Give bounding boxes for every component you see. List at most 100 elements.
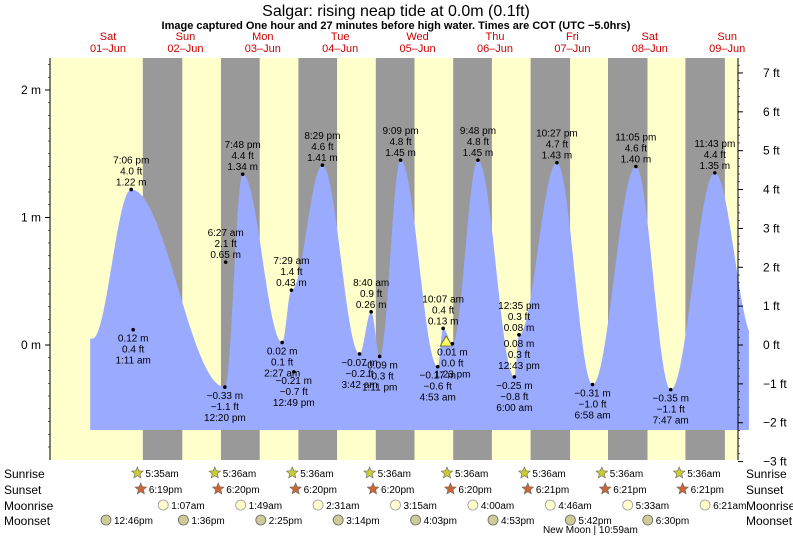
tide-label: 4.6 ft [625, 144, 647, 155]
sunrise-time: 5:36am [610, 469, 643, 480]
sunrise-icon [208, 466, 222, 479]
tide-label: −0.25 m [496, 381, 532, 392]
moonset-icon [565, 514, 576, 526]
moonrise-time: 6:21am [713, 501, 746, 512]
moonset-time: 12:46pm [114, 516, 153, 527]
moonrise-icon [235, 499, 247, 511]
tide-label: 10:07 am [422, 294, 464, 305]
sunset-time: 6:20pm [304, 485, 337, 496]
tide-label: 0.01 m [437, 348, 468, 359]
right-tick-label: 5 ft [763, 144, 780, 158]
tide-label: 2.1 ft [215, 239, 237, 250]
tide-label: 12:35 pm [498, 301, 540, 312]
day-name: Tue [331, 31, 350, 43]
tide-label: 6:58 am [574, 411, 610, 422]
legend-row-label-right: Sunset [746, 483, 784, 497]
tide-label: 1.34 m [227, 162, 258, 173]
moonrise-time: 4:46am [558, 501, 591, 512]
tide-point [590, 382, 595, 387]
moonset-icon [255, 514, 267, 526]
sunrise-icon [517, 466, 531, 479]
right-tick-label: 0 ft [763, 338, 780, 352]
tide-point [320, 163, 325, 168]
tide-label: −0.09 m [361, 360, 397, 371]
tide-annotations: 0.12 m0.4 ft1:11 am7:06 pm4.0 ft1.22 m−0… [113, 126, 735, 427]
sunrise-icon [672, 466, 686, 479]
tide-point [223, 385, 227, 389]
day-name: Sat [100, 31, 117, 43]
tide-label: 1:23 pm [434, 370, 470, 381]
sunset-time: 6:20pm [381, 485, 414, 496]
tide-point [240, 172, 245, 176]
tide-label: −0.35 m [652, 394, 688, 405]
tide-label: −0.33 m [207, 391, 243, 402]
right-tick-label: −1 ft [763, 377, 787, 391]
moonset-time: 4:03pm [424, 516, 457, 527]
tide-label: −0.6 ft [424, 382, 452, 393]
legend-row-label-right: Moonset [746, 514, 793, 528]
day-name: Sun [176, 31, 196, 43]
tide-label: 4.4 ft [704, 150, 726, 161]
tide-label: 11:43 pm [694, 139, 735, 150]
tide-point [435, 364, 440, 369]
tide-point [129, 187, 134, 192]
tide-label: 0.3 ft [508, 350, 530, 361]
tide-label: 6:00 am [496, 403, 532, 414]
tide-label: 0.0 ft [441, 359, 463, 370]
moonset-time: 5:42pm [578, 516, 611, 527]
tide-point [517, 333, 521, 337]
sunrise-time: 5:36am [455, 469, 488, 480]
tide-label: −1.0 ft [578, 400, 606, 411]
tide-label: −0.2 ft [346, 369, 374, 380]
tide-label: 0.65 m [210, 250, 241, 261]
moonset-icon [410, 514, 422, 526]
sunrise-time: 5:36am [378, 469, 411, 480]
tide-label: 1.41 m [307, 153, 338, 164]
tide-label: 1.40 m [621, 155, 652, 166]
tide-area [90, 160, 749, 430]
tide-point [555, 160, 559, 165]
tide-label: 4:53 am [420, 393, 456, 404]
sunset-icon [676, 482, 690, 495]
tide-point [223, 260, 228, 264]
moonrise-icon [544, 499, 556, 511]
tide-label: 2:27 am [264, 368, 300, 379]
moonset-icon [177, 514, 189, 526]
right-tick-label: 3 ft [763, 221, 780, 235]
moonset-icon [487, 514, 499, 526]
tide-label: 7:29 am [273, 256, 309, 267]
tide-point [289, 288, 294, 292]
tide-label: 7:48 pm [225, 140, 261, 151]
tide-point [713, 171, 717, 175]
right-tick-label: 2 ft [763, 260, 780, 274]
tide-label: 9:48 pm [460, 126, 496, 137]
legend-row-label-right: Sunrise [746, 467, 787, 481]
tide-label: 4.0 ft [120, 166, 142, 177]
tide-label: −1.1 ft [657, 405, 685, 416]
tide-label: −0.07 m [341, 358, 377, 369]
tide-label: 0.9 ft [360, 289, 382, 300]
tide-label: 12:43 pm [498, 361, 540, 372]
sunset-icon [289, 482, 303, 495]
moonset-icon [642, 514, 654, 526]
chart-title: Salgar: rising neap tide at 0.0m (0.1ft) [262, 3, 530, 20]
moonrise-time: 1:07am [171, 501, 204, 512]
right-tick-label: 6 ft [763, 105, 780, 119]
moonrise-icon [157, 499, 169, 511]
moonrise-time: 1:49am [249, 501, 282, 512]
sunset-icon [134, 482, 148, 495]
moonrise-icon [312, 499, 324, 511]
legend-row-label-right: Moonrise [746, 499, 793, 513]
tide-label: 0.08 m [504, 323, 535, 334]
day-name: Thu [486, 31, 505, 43]
right-tick-label: 7 ft [763, 66, 780, 80]
day-name: Sun [717, 31, 737, 43]
tide-label: 4.8 ft [467, 137, 489, 148]
sunset-time: 6:20pm [226, 485, 259, 496]
day-name: Sat [642, 31, 659, 43]
sunset-time: 6:21pm [536, 485, 569, 496]
tide-label: 12:20 pm [204, 413, 246, 424]
day-name: Fri [566, 31, 579, 43]
tide-label: 1:11 pm [362, 382, 397, 393]
moonrise-icon [467, 499, 479, 511]
